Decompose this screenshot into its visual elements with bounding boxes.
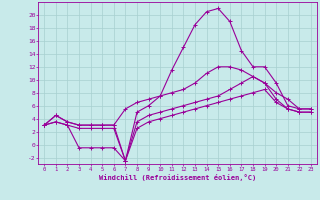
X-axis label: Windchill (Refroidissement éolien,°C): Windchill (Refroidissement éolien,°C) xyxy=(99,174,256,181)
